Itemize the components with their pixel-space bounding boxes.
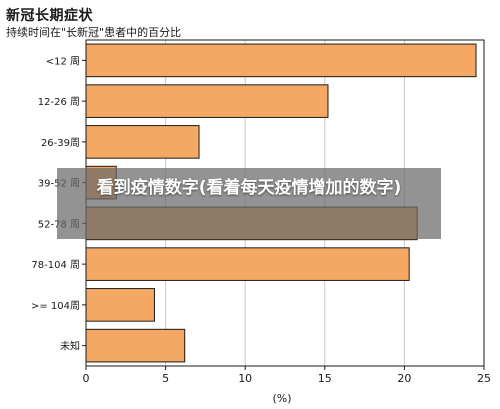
x-axis-label: (%) — [272, 392, 291, 405]
bar — [85, 328, 186, 363]
x-tick-label: 20 — [397, 372, 411, 385]
bar — [85, 84, 329, 118]
y-tick-label: 26-39周 — [41, 137, 80, 149]
bar — [85, 288, 155, 322]
y-tick-label: >= 104周 — [31, 300, 80, 312]
bar — [85, 125, 200, 159]
y-tick-label: <12 周 — [46, 55, 80, 67]
x-tick-label: 5 — [162, 372, 169, 385]
bar — [85, 43, 477, 78]
y-tick-label: 78-104 周 — [31, 259, 80, 271]
y-tick-label: 12-26 周 — [38, 96, 80, 108]
x-tick-label: 10 — [238, 372, 252, 385]
chart-subtitle: 持续时间在"长新冠"患者中的百分比 — [6, 26, 182, 39]
overlay-banner: 看到疫情数字(看着每天疫情增加的数字) — [57, 168, 441, 239]
bar — [85, 247, 410, 281]
chart-title: 新冠长期症状 — [6, 8, 93, 24]
x-tick-label: 0 — [83, 372, 90, 385]
y-tick-label: 未知 — [60, 340, 80, 353]
x-tick-label: 25 — [477, 372, 491, 385]
x-tick-label: 15 — [318, 372, 332, 385]
